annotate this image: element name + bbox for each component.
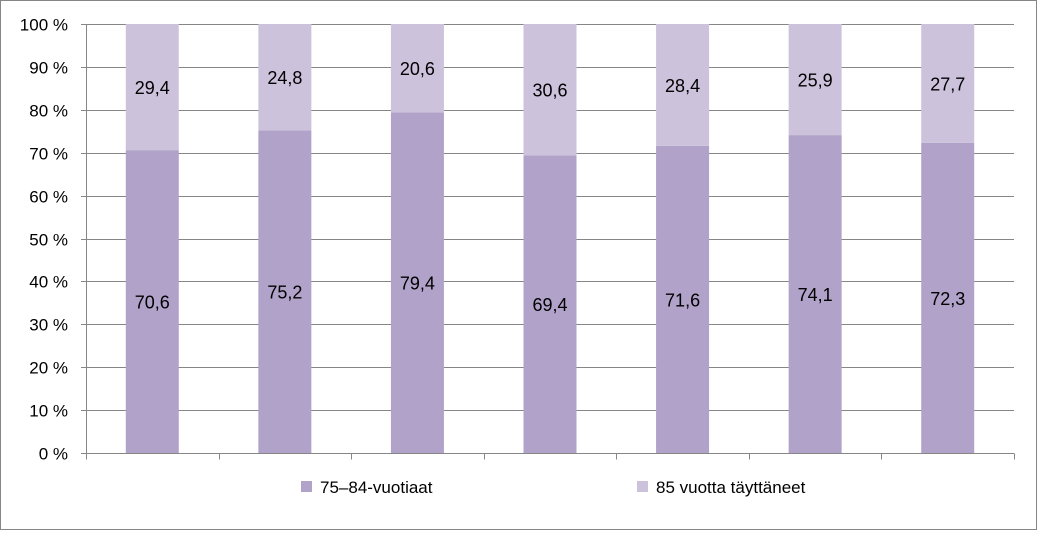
data-label: 70,6	[135, 293, 170, 313]
bar-segment	[921, 142, 975, 453]
data-label: 29,4	[135, 78, 170, 98]
bar-segment	[390, 112, 444, 454]
y-tick-label: 20 %	[29, 359, 68, 378]
bar-segment	[125, 24, 179, 151]
y-tick-label: 30 %	[29, 316, 68, 335]
data-label: 69,4	[532, 295, 567, 315]
data-label: 75,2	[267, 283, 302, 303]
data-label: 24,8	[267, 68, 302, 88]
data-labels: 70,6 29,4 75,2 24,8 79,4 20,6 69,4 30,6 71,6 28,4…	[135, 59, 965, 315]
axes: 0 % 10 % 20 % 30 % 40 % 50 % 60 % 70 % 80 % 90 % 1…	[20, 16, 1015, 464]
y-tick-label: 90 %	[29, 59, 68, 78]
y-tick-label: 100 %	[20, 16, 68, 35]
legend: 75–84-vuotiaat 85 vuotta täyttäneet	[301, 478, 806, 497]
bar-segment	[788, 24, 842, 136]
bar-segment	[390, 24, 444, 113]
bars	[125, 24, 975, 454]
y-tick-label: 10 %	[29, 402, 68, 421]
bar-segment	[125, 150, 179, 453]
legend-swatch	[301, 481, 312, 492]
y-tick-label: 0 %	[39, 445, 68, 464]
data-label: 25,9	[798, 71, 833, 91]
bar-segment	[258, 24, 312, 131]
bar-segment	[523, 155, 577, 454]
bar-segment	[656, 145, 710, 453]
data-label: 20,6	[400, 59, 435, 79]
y-tick-label: 60 %	[29, 188, 68, 207]
data-label: 27,7	[930, 74, 965, 94]
legend-swatch	[637, 481, 648, 492]
data-label: 72,3	[930, 289, 965, 309]
bar-segment	[788, 135, 842, 453]
data-label: 71,6	[665, 290, 700, 310]
y-tick-label: 40 %	[29, 273, 68, 292]
data-label: 30,6	[532, 81, 567, 101]
data-label: 28,4	[665, 76, 700, 96]
y-tick-label: 50 %	[29, 231, 68, 250]
data-label: 74,1	[798, 285, 833, 305]
legend-label: 75–84-vuotiaat	[320, 478, 433, 497]
y-tick-label: 70 %	[29, 145, 68, 164]
bar-segment	[656, 24, 710, 146]
bar-segment	[258, 130, 312, 453]
bar-segment	[921, 24, 975, 143]
data-label: 79,4	[400, 274, 435, 294]
bar-segment	[523, 24, 577, 156]
y-tick-label: 80 %	[29, 102, 68, 121]
legend-label: 85 vuotta täyttäneet	[656, 478, 806, 497]
